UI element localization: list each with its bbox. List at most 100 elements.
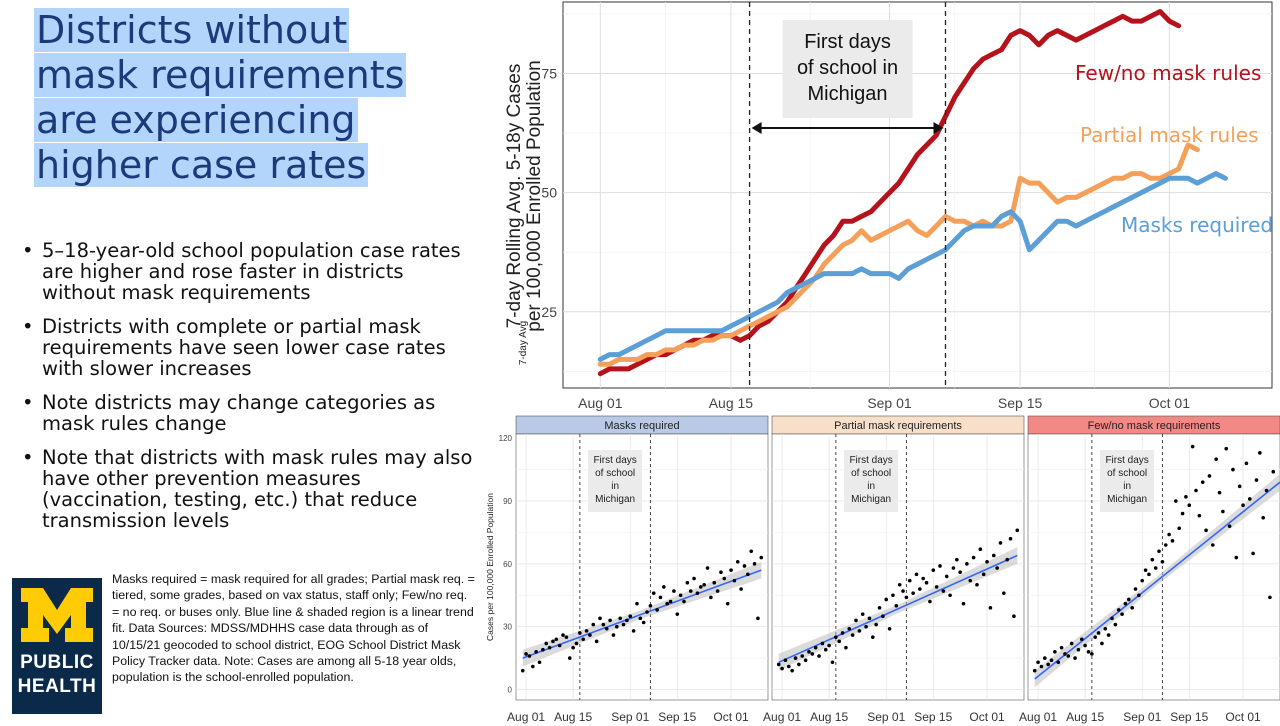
data-point xyxy=(678,593,683,598)
plot-panel xyxy=(562,1,1273,389)
annotation-box xyxy=(844,450,899,512)
facet-masks-required: Masks required Aug 01 Aug 15 Sep 01 Sep 15 Oc… xyxy=(507,415,769,724)
data-point xyxy=(1113,622,1118,627)
data-point xyxy=(897,583,902,587)
logo-health-text: HEALTH xyxy=(17,676,97,697)
data-point xyxy=(598,616,602,621)
data-point xyxy=(971,555,976,560)
series-line-required xyxy=(597,171,1228,362)
data-point xyxy=(668,599,673,604)
data-point xyxy=(524,652,528,656)
title-line: Districts without xyxy=(34,8,350,52)
data-point xyxy=(944,574,949,579)
data-point xyxy=(621,622,626,627)
data-point xyxy=(615,624,619,629)
data-point xyxy=(749,549,753,554)
data-point xyxy=(1244,461,1249,466)
y-tick-label: 75 xyxy=(541,65,557,81)
data-point xyxy=(1120,612,1124,616)
data-point xyxy=(1241,503,1245,508)
facet-x-tick-label: Sep 15 xyxy=(914,710,952,724)
facet-y-tick-label: 0 xyxy=(508,686,513,695)
data-point xyxy=(675,612,680,616)
data-point xyxy=(1093,635,1097,639)
data-point xyxy=(732,578,737,583)
data-point xyxy=(561,633,565,637)
data-point xyxy=(951,566,956,570)
data-point xyxy=(871,635,875,639)
data-point xyxy=(914,572,919,577)
data-point xyxy=(1116,608,1121,612)
data-point xyxy=(695,591,700,595)
data-point xyxy=(887,626,892,631)
data-point xyxy=(847,626,852,631)
data-point xyxy=(1221,509,1225,514)
data-point xyxy=(1083,643,1087,648)
data-point xyxy=(547,645,552,650)
data-point xyxy=(1194,488,1198,493)
data-point xyxy=(1190,444,1195,449)
facet-x-tick-label: Oct 01 xyxy=(1225,710,1261,724)
data-point xyxy=(948,593,952,598)
data-point xyxy=(998,541,1003,545)
y-axis-label-overlap: 7-day Avg xyxy=(518,321,529,365)
data-point xyxy=(712,580,717,585)
data-point xyxy=(797,662,801,667)
facet-x-tick-label: Sep 15 xyxy=(658,710,696,724)
data-point xyxy=(1271,469,1276,474)
annotation-text: First days xyxy=(1105,455,1148,466)
data-point xyxy=(783,658,788,663)
data-point xyxy=(594,639,599,644)
data-point xyxy=(965,562,969,566)
data-point xyxy=(752,562,757,566)
data-point xyxy=(735,559,740,564)
data-point xyxy=(1008,536,1013,541)
data-point xyxy=(854,618,858,623)
data-point xyxy=(722,576,727,581)
data-point xyxy=(534,650,538,654)
data-point xyxy=(881,614,885,619)
annotation-text: Michigan xyxy=(1107,494,1147,505)
data-point xyxy=(1039,664,1044,669)
data-point xyxy=(1123,601,1128,606)
trend-line xyxy=(522,569,762,659)
facet-y-tick-label: 60 xyxy=(503,560,512,569)
trend-line xyxy=(1034,481,1280,680)
data-point xyxy=(648,603,653,608)
x-tick-label: Aug 15 xyxy=(709,395,754,411)
y-axis-label-line1: 7-day Rolling Avg. 5-18y Cases xyxy=(504,64,525,329)
annotation-text: of school in xyxy=(797,57,898,79)
title-line: higher case rates xyxy=(34,143,369,187)
data-point xyxy=(1066,654,1071,658)
facet-x-tick-label: Aug 01 xyxy=(763,710,801,724)
data-point xyxy=(1187,503,1192,508)
data-point xyxy=(1184,495,1188,499)
facet-x-tick-label: Sep 01 xyxy=(611,710,649,724)
data-point xyxy=(1086,650,1091,654)
x-tick-label: Sep 01 xyxy=(867,395,912,411)
logo-public-text: PUBLIC xyxy=(20,652,94,673)
data-point xyxy=(867,616,872,621)
data-point xyxy=(682,599,686,604)
data-point xyxy=(1012,614,1016,619)
data-point xyxy=(1247,497,1252,501)
data-point xyxy=(1153,566,1158,570)
data-point xyxy=(1032,668,1037,673)
data-point xyxy=(884,597,889,602)
series-label: Masks required xyxy=(1121,213,1273,237)
data-point xyxy=(820,641,825,646)
data-point xyxy=(1254,478,1259,482)
data-point xyxy=(1217,490,1222,495)
facet-y-tick-label: 120 xyxy=(499,434,513,443)
data-point xyxy=(931,568,936,572)
data-point xyxy=(1053,650,1057,654)
line-chart: Aug 01 Aug 15 Sep 01 Sep 15 Oct 01 25 50 75 7-d… xyxy=(504,1,1273,411)
data-point xyxy=(746,572,750,577)
annotation-text: Michigan xyxy=(808,83,888,105)
data-point xyxy=(1261,515,1265,520)
data-point xyxy=(891,593,895,598)
data-point xyxy=(1069,641,1074,646)
x-tick-label: Oct 01 xyxy=(1149,395,1190,411)
series-lines xyxy=(597,9,1228,377)
facet-x-tick-label: Oct 01 xyxy=(969,710,1005,724)
